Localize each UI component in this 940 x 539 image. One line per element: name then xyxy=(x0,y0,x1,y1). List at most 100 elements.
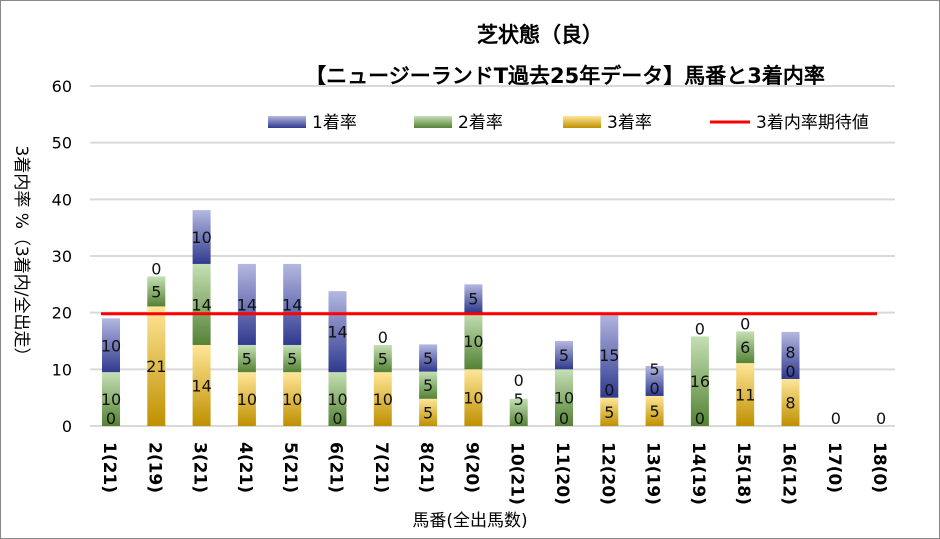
data-label: 0 xyxy=(151,259,161,278)
data-label: 5 xyxy=(423,403,433,422)
data-label: 15 xyxy=(599,346,619,365)
data-label: 5 xyxy=(604,403,614,422)
data-label: 0 xyxy=(514,371,524,390)
data-label: 5 xyxy=(423,349,433,368)
x-tick-labels: 1(21) 2(19) 3(21) 4(21) 5(21) 6(21) 7(21) 8(21)… xyxy=(99,442,889,505)
bar-segment xyxy=(192,263,211,345)
bars xyxy=(102,210,800,426)
data-label: 0 xyxy=(740,314,750,333)
bar-segment xyxy=(419,398,438,426)
x-tick-label: 2(19) xyxy=(144,442,164,493)
bar-segment xyxy=(102,318,120,373)
data-label: 0 xyxy=(604,381,614,400)
x-tick-label: 7(21) xyxy=(371,442,391,493)
data-label: 0 xyxy=(695,409,705,428)
data-label: 10 xyxy=(191,228,211,247)
legend-swatch xyxy=(414,116,452,128)
data-labels: 0101021501414101051410514010141050555101… xyxy=(101,228,886,428)
legend-label: 2着率 xyxy=(458,113,503,133)
x-axis-title: 馬番(全出馬数) xyxy=(412,511,527,531)
x-tick-label: 10(21) xyxy=(507,442,527,505)
data-label: 0 xyxy=(514,409,524,428)
data-label: 5 xyxy=(423,376,433,395)
bar-segment xyxy=(237,344,256,373)
data-label: 0 xyxy=(378,328,388,347)
bar-segment xyxy=(464,312,483,370)
data-label: 10 xyxy=(101,390,121,409)
data-label: 21 xyxy=(146,357,166,376)
x-tick-label: 6(21) xyxy=(326,442,346,493)
bar-segment xyxy=(237,372,256,426)
data-label: 8 xyxy=(785,393,795,412)
bar-segment xyxy=(373,344,392,373)
y-axis-title: 3着内率 %（3着内/全出走） xyxy=(11,146,31,365)
data-label: 0 xyxy=(876,409,886,428)
data-label: 14 xyxy=(327,323,347,342)
bar-segment xyxy=(373,372,392,426)
bar-segment xyxy=(328,372,347,426)
x-tick-label: 9(20) xyxy=(461,442,481,493)
y-tick-label: 60 xyxy=(52,77,72,96)
bar-segment xyxy=(645,365,664,396)
bar-segment xyxy=(781,378,800,426)
bar-segment xyxy=(192,344,211,426)
x-tick-label: 15(18) xyxy=(733,442,753,505)
bar-segment xyxy=(102,372,120,426)
x-tick-label: 12(20) xyxy=(597,442,617,505)
bar-segment xyxy=(328,291,347,373)
data-label: 8 xyxy=(785,343,795,362)
data-label: 5 xyxy=(514,390,524,409)
data-label: 11 xyxy=(735,386,755,405)
legend-swatch xyxy=(268,116,306,128)
x-tick-label: 16(12) xyxy=(779,442,799,505)
data-label: 10 xyxy=(327,390,347,409)
y-tick-label: 20 xyxy=(52,304,72,323)
bar-segment xyxy=(781,331,800,379)
bar-segment xyxy=(464,284,483,313)
x-tick-label: 11(20) xyxy=(552,442,572,505)
bar-segment xyxy=(555,341,573,370)
bar-segment xyxy=(736,363,755,426)
legend-swatch xyxy=(563,116,601,128)
bar-segment xyxy=(147,306,166,426)
bar-segment xyxy=(419,371,438,399)
data-label: 5 xyxy=(287,350,297,369)
x-tick-label: 13(19) xyxy=(643,442,663,505)
bar-segment xyxy=(283,372,302,426)
legend-label: 1着率 xyxy=(312,113,357,133)
y-tick-label: 30 xyxy=(52,247,72,266)
bar-segment xyxy=(419,344,438,372)
data-label: 10 xyxy=(463,332,483,351)
chart-title-line1: 芝状態（良） xyxy=(477,23,603,47)
x-tick-label: 17(0) xyxy=(824,442,844,493)
bar-segment xyxy=(690,336,709,426)
y-tick-label: 10 xyxy=(52,360,72,379)
bar-segment xyxy=(645,395,664,426)
data-label: 0 xyxy=(559,409,569,428)
data-label: 0 xyxy=(695,319,705,338)
data-label: 0 xyxy=(831,409,841,428)
bar-segment xyxy=(736,331,755,364)
bar-segment xyxy=(509,398,528,426)
data-label: 6 xyxy=(740,338,750,357)
bar-segment xyxy=(147,276,166,307)
x-tick-label: 3(21) xyxy=(190,442,210,493)
legend-label: 3着内率期待値 xyxy=(756,113,869,133)
bar-segment xyxy=(555,369,573,426)
data-label: 10 xyxy=(373,390,393,409)
y-tick-label: 40 xyxy=(52,190,72,209)
data-label: 5 xyxy=(378,350,388,369)
legend: 1着率 2着率 3着率 3着内率期待値 xyxy=(268,113,869,133)
data-label: 10 xyxy=(237,390,257,409)
bar-segment xyxy=(464,369,483,426)
bar-segment xyxy=(600,312,619,398)
x-tick-label: 8(21) xyxy=(416,442,436,493)
data-label: 5 xyxy=(151,282,161,301)
bar-segment xyxy=(600,397,619,426)
data-label: 14 xyxy=(191,376,211,395)
bar-segment xyxy=(192,210,211,264)
y-tick-label: 0 xyxy=(62,417,72,436)
data-label: 5 xyxy=(242,350,252,369)
